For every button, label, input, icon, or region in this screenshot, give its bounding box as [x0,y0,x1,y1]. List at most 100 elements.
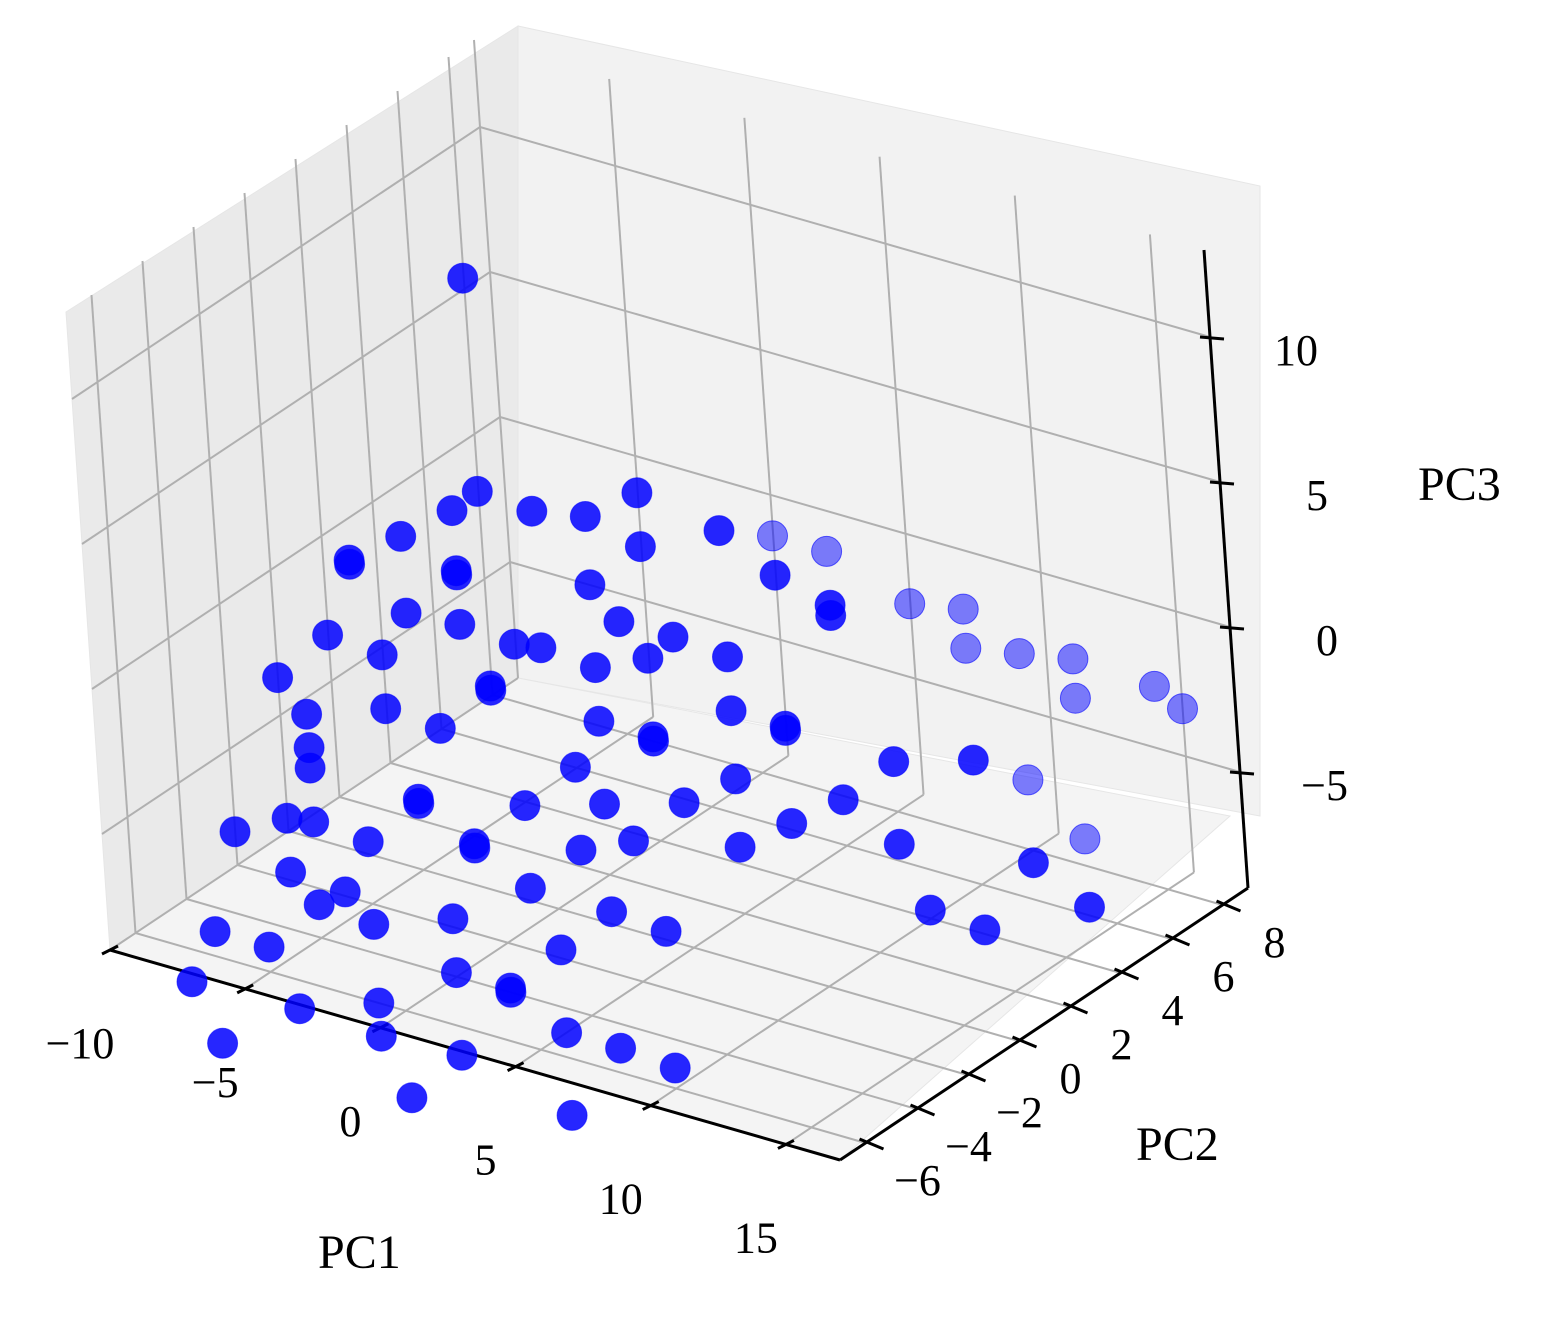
x-gridline-back [1013,195,1060,834]
scatter-point [385,520,417,552]
scatter-point [957,744,989,776]
scatter-point [390,597,422,629]
scatter-point [436,495,468,527]
y-tick-mark [909,1103,936,1117]
z-gridline-left [91,416,501,690]
scatter-point [1167,693,1198,725]
y-gridline-left [141,260,188,900]
scatter-point [969,914,1001,946]
z-tick-label: 10 [1274,326,1318,375]
scatter-point [446,1039,478,1071]
scatter-point [1057,643,1089,675]
y-tick-label: 4 [1162,986,1184,1035]
scatter-point [458,828,490,860]
scatter-point [437,903,469,935]
x-tick-label: −5 [192,1058,239,1107]
y-tick-label: 6 [1213,952,1235,1001]
z-gridline-left [71,126,481,400]
scatter-point [396,1082,428,1114]
y-gridline-left [447,56,494,696]
scatter-point [583,705,615,737]
y-gridline-left [243,192,290,832]
x-gridline-floor [650,832,1060,1107]
scatter-point [827,784,859,816]
y-tick-label: −2 [996,1088,1043,1137]
scatter-point [461,475,493,507]
y-tick-mark [1062,1001,1089,1015]
scatter-point [621,477,653,509]
scatter-point [370,693,402,725]
z-gridline-left [101,561,511,835]
grid-lines [71,39,1241,1146]
scatter-point [757,520,788,552]
x-tick-label: 5 [475,1136,497,1185]
scatter-point [724,831,756,863]
x-gridline-back [1148,234,1195,873]
scatter-point [632,642,664,674]
scatter-point [444,608,476,640]
scatter-point [715,695,747,727]
scatter-point [712,641,743,673]
scatter-point [207,1027,239,1059]
scatter-point [703,515,735,547]
scatter-point [759,559,791,591]
z-tick-mark [1219,625,1245,631]
x-tick-mark [777,1139,795,1150]
y-tick-label: 8 [1264,918,1286,967]
scatter-point [303,889,335,921]
scatter-point [199,916,231,948]
scatter-point [358,908,390,940]
scatter-point [947,593,979,625]
x-gridline-back [473,39,519,679]
y-tick-label: 2 [1111,1020,1133,1069]
y-tick-mark [1113,967,1140,981]
y-gridline-left [396,90,443,730]
scatter-point [1069,823,1101,855]
y-gridline-left [294,158,341,798]
x-gridline-floor [515,793,925,1068]
scatter-point [1138,670,1170,702]
scatter-point [366,639,398,671]
scatter-point [352,826,384,858]
scatter-point [556,1099,588,1131]
scatter-point [1074,891,1105,923]
scatter-point [271,802,303,834]
scatter-point [262,662,294,694]
scatter-point [514,872,546,904]
y-gridline-floor [339,796,1070,1008]
z-gridline-back [499,416,1231,628]
scatter-point [298,806,330,838]
scatter-point [1059,682,1091,714]
z-tick-mark [1209,480,1235,486]
scatter-point [495,972,526,1004]
scatter-point [589,788,620,820]
z-tick-label: 0 [1316,616,1338,665]
scatter-point [605,1032,637,1064]
scatter-point [294,752,326,784]
scatter-point [363,987,395,1019]
scatter-point [365,1020,397,1052]
scatter-point [883,828,915,860]
scatter-point [574,569,606,601]
z-tick-mark [1199,335,1225,341]
scatter-point [440,555,472,587]
scatter-point [333,544,365,576]
z-axis-line [1202,249,1250,889]
scatter-point [894,588,926,620]
scatter-point [878,746,910,778]
y-tick-mark [1164,933,1191,947]
scatter-point [657,621,689,653]
y-gridline-floor [135,932,866,1144]
z-gridline-left [81,271,491,545]
z-gridline-back [479,126,1211,338]
y-tick-label: 0 [1060,1054,1082,1103]
x-gridline-floor [785,871,1195,1146]
y-tick-mark [1215,899,1242,913]
scatter-point [424,712,456,744]
scatter-point [253,931,285,963]
scatter-points [176,262,1198,1131]
x-tick-mark [642,1100,660,1111]
x-gridline-back [608,78,655,717]
z-tick-label: 5 [1306,471,1328,520]
